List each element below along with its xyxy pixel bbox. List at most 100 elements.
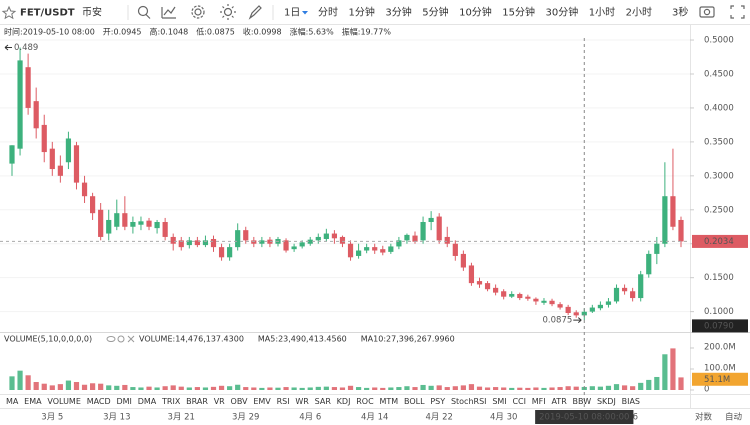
volume-bar [355, 387, 362, 390]
indicator-icon[interactable] [161, 6, 176, 19]
indicator-button[interactable]: MA [6, 397, 19, 406]
indicator-button[interactable]: SMI [492, 397, 506, 406]
settings-icon[interactable] [117, 335, 125, 343]
volume-bar [194, 387, 200, 390]
indicator-button[interactable]: DMI [116, 397, 131, 406]
candle-body [493, 287, 499, 293]
fullscreen-icon[interactable] [730, 5, 745, 19]
candle-body [613, 287, 620, 302]
indicator-button[interactable]: WR [295, 397, 309, 406]
candle-body [557, 304, 563, 308]
indicator-button[interactable]: CCI [512, 397, 526, 406]
indicator-button[interactable]: RSI [277, 397, 290, 406]
volume-value: VOLUME:14,476,137.4300 [139, 335, 244, 344]
interval-button[interactable]: 1小时 [589, 7, 615, 19]
interval-button[interactable]: 5分钟 [422, 6, 448, 19]
last-price: 0.2034 [704, 237, 734, 247]
info-value: 5.63% [308, 28, 334, 37]
indicator-button[interactable]: EMV [253, 397, 271, 406]
volume-bar [396, 387, 402, 390]
volume-bar [227, 386, 233, 390]
candle-body [17, 60, 23, 149]
volume-bar [122, 384, 128, 390]
symbol: FET/USDT [20, 8, 75, 19]
candle-body [299, 242, 305, 247]
snapshot-icon[interactable] [699, 6, 715, 18]
interval-selected[interactable]: 1日 [284, 8, 300, 19]
interval-button[interactable]: 1分钟 [348, 6, 374, 19]
volume-bar [17, 370, 23, 390]
draw-icon[interactable] [248, 5, 262, 20]
indicator-button[interactable]: BOLL [404, 397, 425, 406]
x-tick-label: 4月 6 [299, 413, 321, 423]
interval-button[interactable]: 15分钟 [502, 6, 535, 19]
volume-bar [662, 354, 668, 390]
volume-bar [331, 387, 338, 390]
indicator-button[interactable]: SAR [315, 397, 332, 406]
volume-bar [202, 387, 209, 390]
volume-bar [106, 385, 112, 390]
interval-button[interactable]: 30分钟 [546, 6, 579, 19]
volume-bar [9, 376, 15, 390]
candle-body [114, 213, 120, 227]
settings-icon[interactable] [194, 8, 202, 16]
indicator-button[interactable]: MFI [532, 397, 546, 406]
indicator-button[interactable]: MTM [379, 397, 398, 406]
candle-body [194, 240, 200, 246]
indicator-button[interactable]: MACD [87, 397, 111, 406]
indicator-button[interactable]: OBV [231, 397, 249, 406]
volume-bar [388, 387, 394, 390]
candle-body [678, 219, 684, 242]
refresh-rate[interactable]: 3秒 [672, 6, 688, 19]
candle-body [267, 239, 273, 244]
indicator-button[interactable]: EMA [24, 397, 42, 406]
candle-body [283, 240, 289, 251]
volume-bar [267, 387, 273, 390]
theme-icon[interactable] [223, 7, 233, 17]
volume-bar [210, 386, 217, 390]
indicator-button[interactable]: VOLUME [47, 397, 81, 406]
search-icon[interactable] [137, 5, 149, 17]
interval-button[interactable]: 分时 [318, 7, 338, 19]
volume-bar [138, 387, 144, 390]
x-tick-label: 3月 5 [41, 413, 63, 423]
interval-button[interactable]: 3分钟 [385, 6, 411, 19]
volume-bar [597, 386, 603, 390]
candle-body [154, 222, 160, 229]
candle-body [90, 196, 96, 214]
candle-body [428, 217, 434, 223]
low-tag-box [692, 319, 748, 333]
indicator-button[interactable]: BBW [573, 397, 592, 406]
indicator-button[interactable]: PSY [430, 397, 445, 406]
indicator-button[interactable]: SKDJ [597, 397, 616, 406]
candle-body [291, 246, 297, 250]
interval-button[interactable]: 2小时 [626, 7, 652, 19]
indicator-button[interactable]: VR [214, 397, 225, 406]
volume-bar [630, 386, 636, 390]
indicator-button[interactable]: BRAR [186, 397, 208, 406]
toolbar-icons [137, 4, 745, 20]
info-value: 2019-05-10 08:00 [23, 28, 95, 37]
candle-body [646, 253, 652, 275]
indicator-button[interactable]: DMA [138, 397, 157, 406]
volume-tag: 51.1M [704, 375, 730, 385]
indicator-button[interactable]: TRIX [161, 397, 181, 406]
indicator-button[interactable]: BIAS [622, 397, 640, 406]
indicator-button[interactable]: KDJ [337, 397, 351, 406]
favorite-icon[interactable] [1, 5, 17, 20]
volume-bar [380, 387, 386, 390]
close-icon[interactable] [127, 335, 135, 343]
candle-body [130, 222, 136, 227]
indicator-button[interactable]: StochRSI [451, 397, 487, 406]
interval-button[interactable]: 10分钟 [459, 6, 492, 19]
indicator-button[interactable]: ATR [551, 397, 567, 406]
candle-body [597, 304, 603, 309]
indicator-button[interactable]: ROC [356, 397, 374, 406]
volume-bar [178, 386, 184, 390]
scale-button[interactable]: 对数 [695, 412, 713, 423]
scale-button[interactable]: 自动 [725, 412, 743, 423]
volume-panel-icons [106, 335, 135, 343]
hide-icon[interactable] [106, 336, 116, 342]
volume-bar [605, 385, 612, 390]
